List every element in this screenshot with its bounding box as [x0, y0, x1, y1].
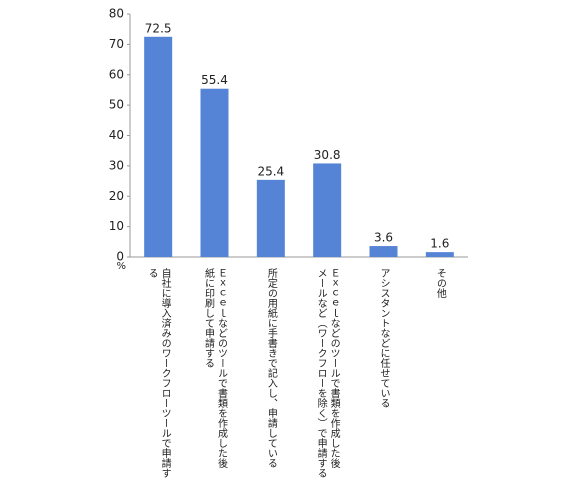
value-label: 25.4 — [257, 164, 284, 178]
value-label: 55.4 — [201, 73, 228, 87]
y-tick-label: 40 — [109, 128, 124, 142]
bar — [256, 179, 285, 257]
bar — [425, 252, 454, 257]
bar — [369, 246, 398, 257]
y-tick-label: 20 — [109, 189, 124, 203]
value-label: 1.6 — [430, 237, 449, 251]
bar — [200, 88, 229, 257]
value-label: 30.8 — [314, 148, 341, 162]
y-unit: % — [116, 261, 126, 272]
x-tick-label: 所定の用紙に手書きで記入し、申請している — [265, 268, 277, 468]
bar — [313, 163, 342, 257]
y-tick-label: 50 — [109, 98, 124, 112]
x-tick-label: 自社に導入済みのワークフローツールで申請する — [146, 268, 171, 478]
x-tick-label: その他 — [434, 268, 446, 298]
y-tick-label: 30 — [109, 158, 124, 172]
y-tick-label: 10 — [109, 219, 124, 233]
y-tick-label: 70 — [109, 37, 124, 51]
x-tick-label: Ｅｘｃｅｌなどのツールで書類を作成した後 紙に印刷して申請する — [202, 268, 227, 468]
x-tick-label: Ｅｘｃｅｌなどのツールで書類を作成した後 メールなど（ワークフローを除く）で申請… — [315, 268, 340, 478]
bar — [144, 36, 173, 257]
value-label: 72.5 — [145, 21, 172, 35]
value-label: 3.6 — [374, 231, 393, 245]
x-tick-label: アシスタントなどに任せている — [378, 268, 389, 408]
y-tick-label: 80 — [109, 7, 124, 21]
y-tick-label: 0 — [116, 250, 124, 264]
y-tick-label: 60 — [109, 67, 124, 81]
